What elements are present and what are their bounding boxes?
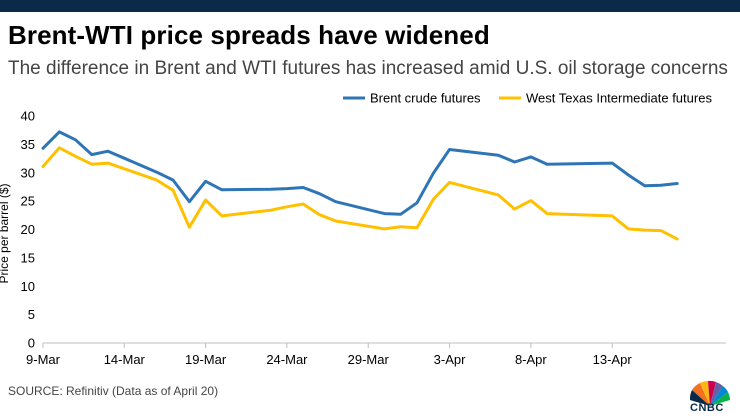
y-axis-label: Price per barrel ($) bbox=[0, 183, 11, 283]
cnbc-peacock-logo bbox=[689, 380, 730, 406]
legend-label-brent: Brent crude futures bbox=[370, 91, 481, 106]
x-tick-label: 24-Mar bbox=[266, 352, 308, 367]
x-tick-label: 3-Apr bbox=[434, 352, 466, 367]
y-tick-label: 20 bbox=[21, 222, 35, 237]
series-line-wti bbox=[41, 146, 679, 241]
x-tick-label: 14-Mar bbox=[104, 352, 146, 367]
chart-subtitle: The difference in Brent and WTI futures … bbox=[8, 58, 728, 79]
y-tick-label: 25 bbox=[21, 194, 35, 209]
logo-wordmark: CNBC bbox=[690, 402, 724, 414]
chart-title: Brent-WTI price spreads have widened bbox=[8, 20, 490, 50]
y-tick-label: 35 bbox=[21, 137, 35, 152]
y-tick-label: 10 bbox=[21, 279, 35, 294]
x-tick-label: 19-Mar bbox=[185, 352, 227, 367]
source-note: SOURCE: Refinitiv (Data as of April 20) bbox=[8, 384, 219, 398]
header-bar bbox=[0, 0, 740, 12]
legend-label-wti: West Texas Intermediate futures bbox=[526, 91, 712, 106]
line-chart: 0 5 10 15 20 25 30 35 40 9-Mar 14-Mar 19-Mar 24-Mar 2… bbox=[0, 91, 726, 367]
series-line-brent bbox=[41, 130, 679, 216]
x-tick-label: 13-Apr bbox=[593, 352, 633, 367]
y-tick-label: 40 bbox=[21, 109, 35, 124]
y-tick-label: 5 bbox=[28, 307, 35, 322]
x-tick-label: 29-Mar bbox=[348, 352, 390, 367]
y-tick-label: 0 bbox=[28, 336, 35, 351]
x-tick-label: 8-Apr bbox=[515, 352, 547, 367]
y-tick-label: 15 bbox=[21, 250, 35, 265]
y-tick-label: 30 bbox=[21, 165, 35, 180]
x-tick-label: 9-Mar bbox=[26, 352, 61, 367]
